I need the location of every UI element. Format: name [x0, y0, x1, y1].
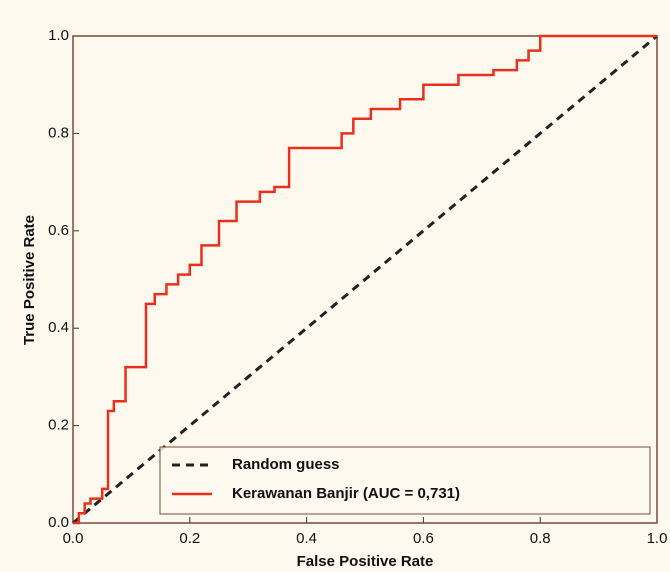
- x-tick-label: 0.0: [63, 530, 84, 547]
- page: False Positive Rate True Positive Rate 0…: [0, 0, 670, 572]
- y-tick-label: 1.0: [48, 27, 69, 44]
- x-tick-label: 1.0: [647, 530, 668, 547]
- y-axis-label: True Positive Rate: [21, 215, 38, 345]
- legend-label: Random guess: [232, 456, 340, 473]
- y-tick-label: 0.2: [48, 417, 69, 434]
- chart: False Positive Rate True Positive Rate 0…: [0, 0, 670, 572]
- y-tick-label: 0.6: [48, 222, 69, 239]
- x-tick-label: 0.4: [296, 530, 317, 547]
- y-tick-label: 0.4: [48, 319, 69, 336]
- y-tick-label: 0.8: [48, 124, 69, 141]
- x-tick-label: 0.6: [413, 530, 434, 547]
- y-tick-label: 0.0: [48, 514, 69, 531]
- x-axis-label: False Positive Rate: [297, 553, 434, 570]
- legend-label: Kerawanan Banjir (AUC = 0,731): [232, 485, 460, 502]
- x-tick-label: 0.8: [530, 530, 551, 547]
- x-tick-label: 0.2: [179, 530, 200, 547]
